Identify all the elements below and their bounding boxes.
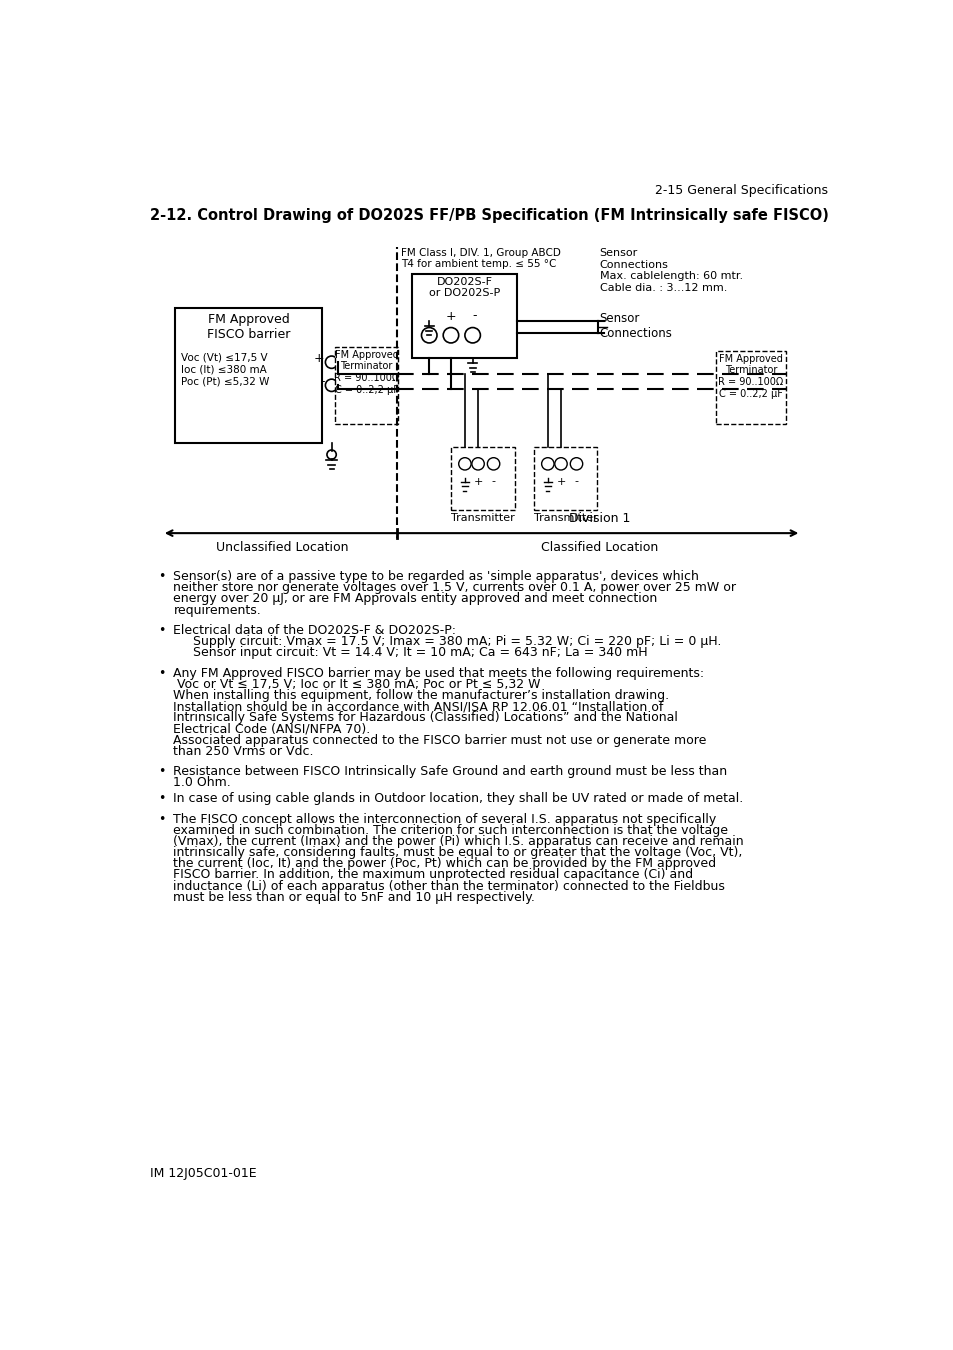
- Bar: [716, 351, 785, 424]
- Text: When installing this equipment, follow the manufacturer’s installation drawing.: When installing this equipment, follow t…: [173, 688, 669, 702]
- Text: -: -: [491, 477, 495, 486]
- Text: Electrical data of the DO202S-F & DO202S-P:: Electrical data of the DO202S-F & DO202S…: [173, 624, 456, 637]
- Text: Voc (Vt) ≤17,5 V
Ioc (It) ≤380 mA
Poc (Pt) ≤5,32 W: Voc (Vt) ≤17,5 V Ioc (It) ≤380 mA Poc (P…: [181, 352, 270, 386]
- Text: Voc or Vt ≤ 17,5 V; Ioc or It ≤ 380 mA; Poc or Pt ≤ 5,32 W: Voc or Vt ≤ 17,5 V; Ioc or It ≤ 380 mA; …: [173, 678, 540, 691]
- Text: requirements.: requirements.: [173, 603, 261, 617]
- Text: Resistance between FISCO Intrinsically Safe Ground and earth ground must be less: Resistance between FISCO Intrinsically S…: [173, 765, 727, 779]
- Text: In case of using cable glands in Outdoor location, they shall be UV rated or mad: In case of using cable glands in Outdoor…: [173, 792, 743, 805]
- Text: FM Approved
Terminator
R = 90..100Ω
C = 0..2,2 μF: FM Approved Terminator R = 90..100Ω C = …: [334, 350, 398, 394]
- Bar: [174, 308, 322, 443]
- Text: T4 for ambient temp. ≤ 55 °C: T4 for ambient temp. ≤ 55 °C: [400, 259, 556, 269]
- Text: FM Class I, DIV. 1, Group ABCD: FM Class I, DIV. 1, Group ABCD: [400, 248, 559, 258]
- Text: +: +: [314, 352, 324, 365]
- Text: •: •: [158, 792, 165, 805]
- Text: Supply circuit: Vmax = 17.5 V; Imax = 380 mA; Pi = 5.32 W; Ci = 220 pF; Li = 0 μ: Supply circuit: Vmax = 17.5 V; Imax = 38…: [173, 634, 721, 648]
- Text: -: -: [320, 375, 324, 387]
- Text: Sensor
Connections: Sensor Connections: [599, 312, 672, 340]
- Text: energy over 20 μJ, or are FM Approvals entity approved and meet connection: energy over 20 μJ, or are FM Approvals e…: [173, 593, 657, 605]
- Text: +: +: [473, 477, 482, 486]
- Text: Associated apparatus connected to the FISCO barrier must not use or generate mor: Associated apparatus connected to the FI…: [173, 734, 706, 747]
- Text: Any FM Approved FISCO barrier may be used that meets the following requirements:: Any FM Approved FISCO barrier may be use…: [173, 667, 704, 680]
- Text: +: +: [445, 309, 456, 323]
- Text: IM 12J05C01-01E: IM 12J05C01-01E: [150, 1166, 256, 1180]
- Text: Classified Location: Classified Location: [540, 541, 658, 554]
- Text: Sensor(s) are of a passive type to be regarded as 'simple apparatus', devices wh: Sensor(s) are of a passive type to be re…: [173, 570, 699, 583]
- Text: must be less than or equal to 5nF and 10 μH respectively.: must be less than or equal to 5nF and 10…: [173, 891, 535, 903]
- Text: neither store nor generate voltages over 1.5 V, currents over 0.1 A, power over : neither store nor generate voltages over…: [173, 582, 736, 594]
- Text: examined in such combination. The criterion for such interconnection is that the: examined in such combination. The criter…: [173, 824, 728, 837]
- Text: -: -: [472, 309, 476, 323]
- Text: inductance (Li) of each apparatus (other than the terminator) connected to the F: inductance (Li) of each apparatus (other…: [173, 880, 724, 892]
- Text: •: •: [158, 667, 165, 680]
- Text: than 250 Vrms or Vdc.: than 250 Vrms or Vdc.: [173, 745, 314, 757]
- Text: Transmitter: Transmitter: [451, 513, 514, 522]
- Text: •: •: [158, 624, 165, 637]
- Text: •: •: [158, 765, 165, 779]
- Text: Transmitter: Transmitter: [534, 513, 597, 522]
- Text: 2-12. Control Drawing of DO202S FF/PB Specification (FM Intrinsically safe FISCO: 2-12. Control Drawing of DO202S FF/PB Sp…: [150, 208, 828, 223]
- Text: +: +: [556, 477, 565, 486]
- Text: 2-15 General Specifications: 2-15 General Specifications: [654, 184, 827, 197]
- Text: FM Approved
Terminator
R = 90..100Ω
C = 0..2,2 μF: FM Approved Terminator R = 90..100Ω C = …: [718, 354, 782, 398]
- Text: •: •: [158, 570, 165, 583]
- Text: intrinsically safe, considering faults, must be equal to or greater that the vol: intrinsically safe, considering faults, …: [173, 846, 742, 859]
- Bar: [451, 447, 514, 510]
- Text: FISCO barrier. In addition, the maximum unprotected residual capacitance (Ci) an: FISCO barrier. In addition, the maximum …: [173, 868, 693, 882]
- Text: 1.0 Ohm.: 1.0 Ohm.: [173, 776, 231, 790]
- Bar: [335, 347, 397, 424]
- Text: •: •: [158, 813, 165, 826]
- Text: -: -: [574, 477, 578, 486]
- Text: DO202S-F
or DO202S-P: DO202S-F or DO202S-P: [429, 277, 499, 298]
- Bar: [412, 274, 517, 358]
- Text: Sensor input circuit: Vt = 14.4 V; It = 10 mA; Ca = 643 nF; La = 340 mH: Sensor input circuit: Vt = 14.4 V; It = …: [173, 647, 647, 659]
- Text: Division 1: Division 1: [569, 513, 630, 525]
- Text: The FISCO concept allows the interconnection of several I.S. apparatus not speci: The FISCO concept allows the interconnec…: [173, 813, 716, 826]
- Bar: [534, 447, 597, 510]
- Text: FM Approved
FISCO barrier: FM Approved FISCO barrier: [207, 313, 290, 342]
- Text: Installation should be in accordance with ANSI/ISA RP 12.06.01 “Installation of: Installation should be in accordance wit…: [173, 701, 663, 713]
- Text: Electrical Code (ANSI/NFPA 70).: Electrical Code (ANSI/NFPA 70).: [173, 722, 371, 736]
- Text: the current (Ioc, It) and the power (Poc, Pt) which can be provided by the FM ap: the current (Ioc, It) and the power (Poc…: [173, 857, 716, 871]
- Text: Unclassified Location: Unclassified Location: [215, 541, 348, 554]
- Text: Intrinsically Safe Systems for Hazardous (Classified) Locations” and the Nationa: Intrinsically Safe Systems for Hazardous…: [173, 711, 678, 725]
- Text: Sensor
Connections
Max. cablelength: 60 mtr.
Cable dia. : 3...12 mm.: Sensor Connections Max. cablelength: 60 …: [599, 248, 742, 293]
- Text: (Vmax), the current (Imax) and the power (Pi) which I.S. apparatus can receive a: (Vmax), the current (Imax) and the power…: [173, 836, 743, 848]
